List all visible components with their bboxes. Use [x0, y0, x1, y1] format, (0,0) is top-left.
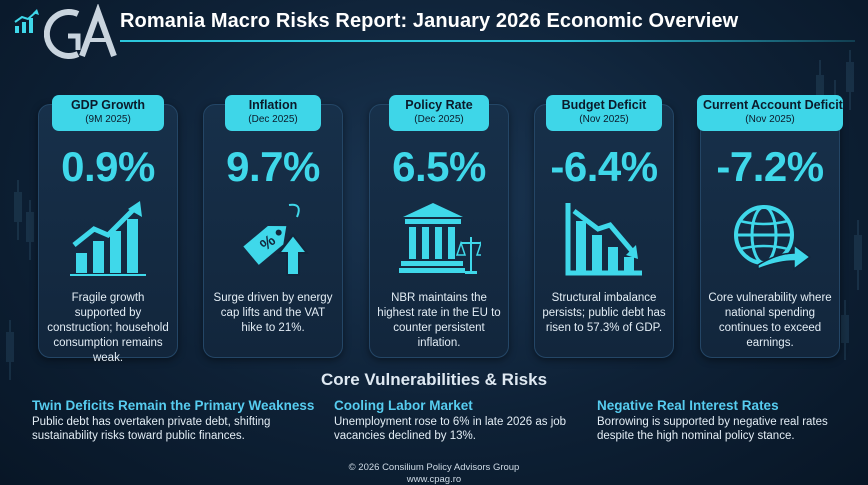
kpi-card-policy-rate: Policy Rate (Dec 2025) 6.5% NBR maintain…	[369, 95, 509, 358]
card-description: Core vulnerability where national spendi…	[708, 292, 832, 349]
kpi-card-inflation: Inflation (Dec 2025) 9.7% % Surge driven…	[203, 95, 343, 358]
company-logo	[44, 4, 117, 59]
card-description: NBR maintains the highest rate in the EU…	[377, 292, 501, 349]
card-label: Inflation	[248, 98, 298, 112]
price-tag-up-arrow-icon: %	[243, 203, 310, 276]
card-description: Surge driven by energy cap lifts and the…	[213, 292, 333, 334]
kpi-card-current-account-deficit: Current Account Deficit (Nov 2025) -7.2%…	[697, 95, 843, 358]
card-period: (Dec 2025)	[248, 114, 298, 125]
card-description: Fragile growth supported by construction…	[47, 292, 169, 364]
card-header: Current Account Deficit (Nov 2025)	[697, 95, 843, 131]
risk-text: Borrowing is supported by negative real …	[597, 416, 828, 442]
risk-text: Unemployment rose to 6% in late 2026 as …	[334, 416, 567, 442]
risk-title: Negative Real Interest Rates	[597, 398, 779, 413]
risk-title: Cooling Labor Market	[334, 398, 473, 413]
footer: © 2026 Consilium Policy Advisors Group w…	[0, 462, 868, 485]
card-label: Budget Deficit	[561, 98, 647, 112]
card-period: (Dec 2025)	[414, 114, 464, 125]
bar-chart-decline-icon	[565, 203, 642, 276]
section-title: Core Vulnerabilities & Risks	[320, 370, 548, 389]
risk-title: Twin Deficits Remain the Primary Weaknes…	[32, 398, 315, 413]
card-period: (Nov 2025)	[745, 114, 795, 125]
card-value: -6.4%	[550, 143, 658, 190]
card-value: 0.9%	[61, 143, 155, 190]
risk-item-labor-market: Cooling Labor Market Unemployment rose t…	[334, 398, 584, 443]
growth-trend-icon	[14, 9, 39, 33]
card-value: -7.2%	[716, 143, 824, 190]
kpi-card-budget-deficit: Budget Deficit (Nov 2025) -6.4% Structur…	[534, 95, 674, 358]
card-period: (Nov 2025)	[579, 114, 629, 125]
bank-scales-icon	[399, 203, 481, 274]
footer-website: www.cpag.ro	[406, 474, 462, 485]
card-label: Policy Rate	[405, 98, 473, 112]
card-header: GDP Growth (9M 2025)	[52, 95, 164, 131]
risk-text: Public debt has overtaken private debt, …	[32, 416, 271, 442]
kpi-card-gdp-growth: GDP Growth (9M 2025) 0.9% Fragile growth…	[38, 95, 178, 364]
risk-item-twin-deficits: Twin Deficits Remain the Primary Weaknes…	[32, 398, 322, 443]
card-value: 6.5%	[392, 143, 486, 190]
page-title: Romania Macro Risks Report: January 2026…	[120, 10, 739, 32]
card-header: Inflation (Dec 2025)	[225, 95, 321, 131]
card-header: Budget Deficit (Nov 2025)	[546, 95, 662, 131]
footer-copyright: © 2026 Consilium Policy Advisors Group	[348, 462, 520, 473]
card-period: (9M 2025)	[85, 114, 131, 125]
title-underline	[120, 40, 855, 42]
bar-chart-growth-icon	[70, 201, 146, 276]
risk-item-real-interest-rates: Negative Real Interest Rates Borrowing i…	[597, 398, 857, 443]
card-value: 9.7%	[226, 143, 320, 190]
card-label: Current Account Deficit	[703, 98, 843, 112]
card-header: Policy Rate (Dec 2025)	[389, 95, 489, 131]
card-label: GDP Growth	[70, 98, 146, 112]
globe-arrow-icon	[734, 205, 812, 271]
card-description: Structural imbalance persists; public de…	[542, 292, 666, 334]
